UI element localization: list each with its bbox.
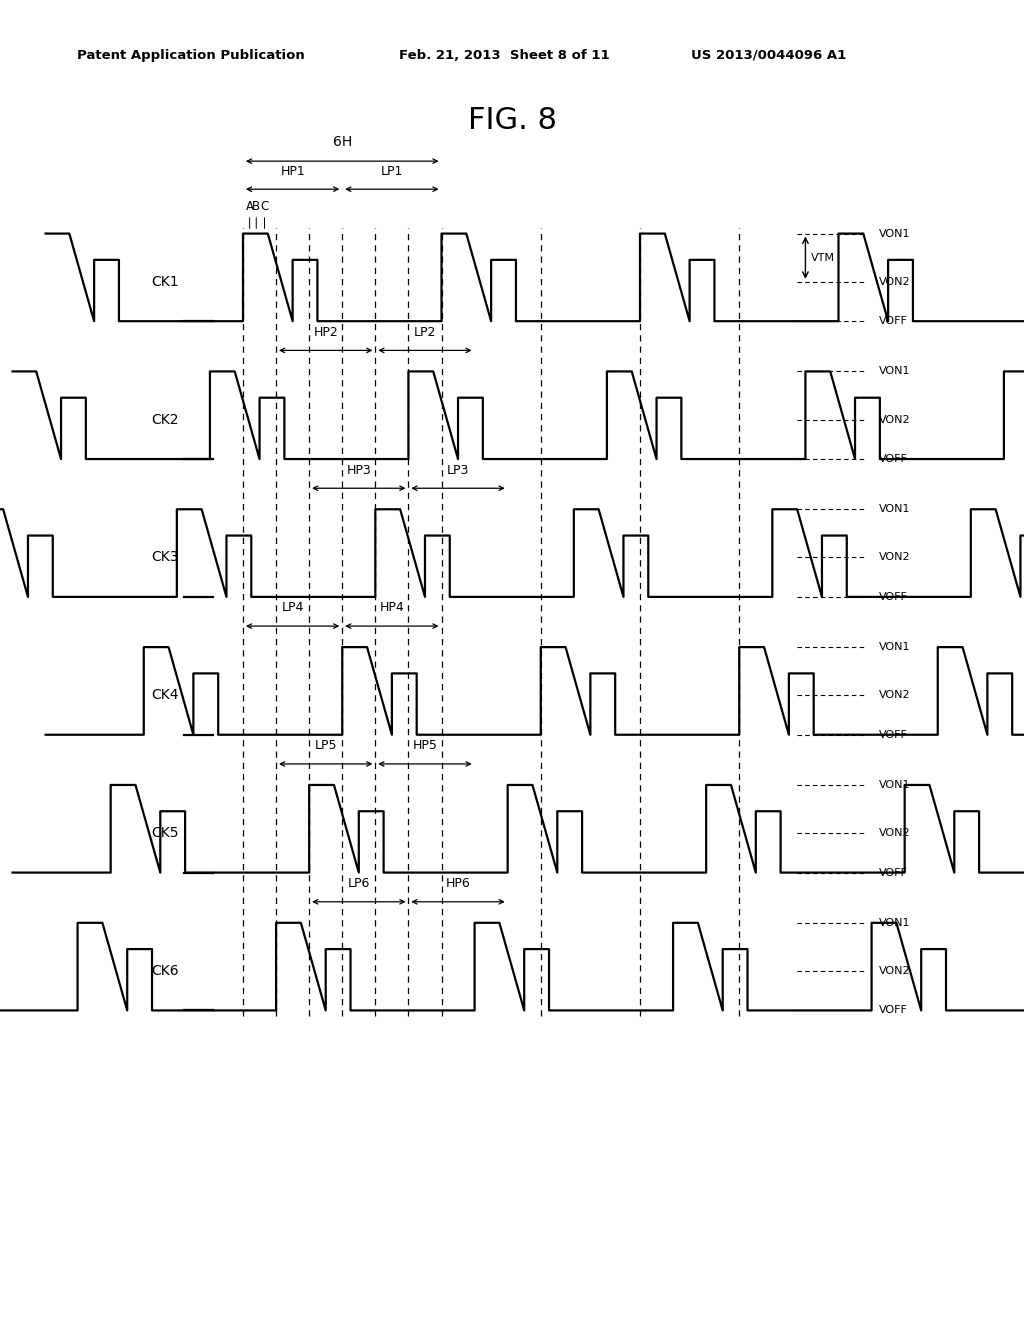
Text: CK2: CK2 — [152, 413, 179, 426]
Text: VON1: VON1 — [879, 367, 910, 376]
Text: VON1: VON1 — [879, 642, 910, 652]
Text: LP2: LP2 — [414, 326, 436, 339]
Text: VOFF: VOFF — [879, 317, 907, 326]
Text: VON1: VON1 — [879, 228, 910, 239]
Text: CK6: CK6 — [152, 964, 179, 978]
Text: VOFF: VOFF — [879, 730, 907, 739]
Text: FIG. 8: FIG. 8 — [468, 106, 556, 135]
Text: VOFF: VOFF — [879, 454, 907, 465]
Text: Feb. 21, 2013  Sheet 8 of 11: Feb. 21, 2013 Sheet 8 of 11 — [399, 49, 610, 62]
Text: HP4: HP4 — [380, 602, 404, 614]
Text: LP1: LP1 — [381, 165, 403, 177]
Text: VON2: VON2 — [879, 966, 910, 975]
Text: VON2: VON2 — [879, 553, 910, 562]
Text: CK5: CK5 — [152, 826, 179, 840]
Text: HP3: HP3 — [346, 463, 371, 477]
Text: 6H: 6H — [333, 136, 352, 149]
Text: VOFF: VOFF — [879, 1006, 907, 1015]
Text: HP6: HP6 — [445, 876, 470, 890]
Text: CK4: CK4 — [152, 688, 179, 702]
Text: Patent Application Publication: Patent Application Publication — [77, 49, 304, 62]
Text: VOFF: VOFF — [879, 591, 907, 602]
Text: CK1: CK1 — [152, 275, 179, 289]
Text: C: C — [260, 199, 268, 213]
Text: VON1: VON1 — [879, 504, 910, 515]
Text: LP6: LP6 — [347, 876, 370, 890]
Text: VON2: VON2 — [879, 690, 910, 701]
Text: VON1: VON1 — [879, 917, 910, 928]
Text: VOFF: VOFF — [879, 867, 907, 878]
Text: LP5: LP5 — [314, 739, 337, 752]
Text: LP4: LP4 — [282, 602, 304, 614]
Text: VON1: VON1 — [879, 780, 910, 789]
Text: VON2: VON2 — [879, 414, 910, 425]
Text: CK3: CK3 — [152, 550, 179, 565]
Text: B: B — [252, 199, 260, 213]
Text: LP3: LP3 — [446, 463, 469, 477]
Text: HP2: HP2 — [313, 326, 338, 339]
Text: VON2: VON2 — [879, 828, 910, 838]
Text: US 2013/0044096 A1: US 2013/0044096 A1 — [691, 49, 847, 62]
Text: A: A — [246, 199, 254, 213]
Text: HP1: HP1 — [281, 165, 305, 177]
Text: HP5: HP5 — [413, 739, 437, 752]
Text: VON2: VON2 — [879, 277, 910, 286]
Text: VTM: VTM — [811, 252, 835, 263]
